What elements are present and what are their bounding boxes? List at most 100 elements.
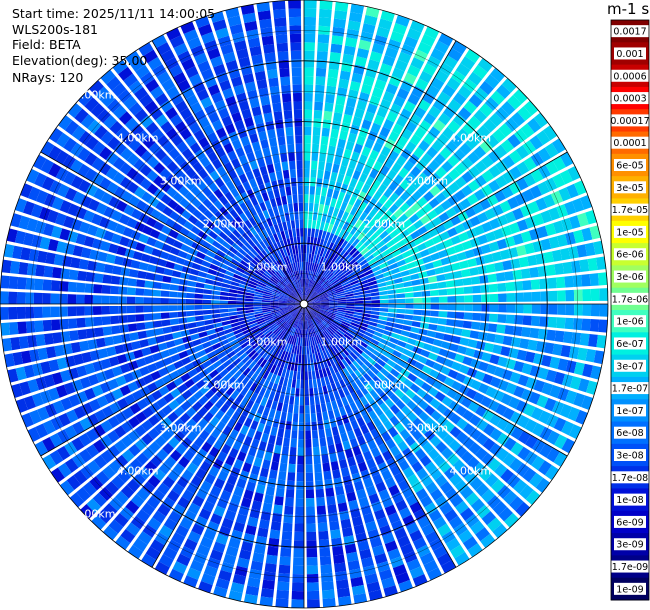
ppi-gate-cell — [272, 206, 280, 216]
ppi-gate-cell — [94, 327, 104, 338]
ppi-gate-cell — [323, 269, 331, 278]
ppi-gate-cell — [277, 51, 289, 61]
ppi-gate-cell — [241, 355, 251, 364]
azimuth-spoke — [151, 303, 305, 568]
ppi-gate-cell — [225, 455, 236, 467]
ppi-gate-cell — [334, 181, 342, 192]
ppi-gate-cell — [546, 447, 560, 463]
ppi-gate-cell — [15, 366, 27, 381]
ppi-gate-cell — [306, 573, 319, 583]
ppi-gate-cell — [485, 231, 497, 243]
ppi-gate-cell — [10, 213, 22, 228]
ppi-gate-cell — [122, 132, 136, 146]
ppi-gate-cell — [170, 93, 184, 106]
ppi-gate-cell — [315, 488, 325, 498]
ppi-gate-cell — [561, 373, 574, 388]
ppi-gate-cell — [240, 135, 251, 147]
ppi-gate-cell — [561, 438, 575, 454]
ppi-gate-cell — [344, 314, 353, 320]
ppi-gate-cell — [413, 304, 423, 309]
ppi-gate-cell — [154, 359, 166, 370]
ppi-gate-cell — [47, 238, 59, 252]
ppi-gate-cell — [409, 529, 423, 543]
ppi-gate-cell — [214, 399, 225, 410]
ppi-gate-cell — [35, 189, 49, 205]
ppi-gate-cell — [328, 263, 336, 271]
ppi-gate-cell — [440, 341, 451, 350]
ppi-gate-cell — [137, 330, 148, 340]
ppi-gate-cell — [413, 219, 424, 230]
ppi-gate-cell — [96, 395, 109, 408]
ppi-gate-cell — [247, 516, 259, 528]
ppi-gate-cell — [134, 424, 147, 437]
ppi-gate-cell — [110, 285, 120, 295]
ppi-gate-cell — [403, 160, 415, 172]
ppi-gate-cell — [52, 332, 63, 344]
ppi-gate-cell — [169, 211, 181, 222]
ppi-gate-cell — [543, 251, 554, 264]
ppi-gate-cell — [471, 130, 485, 144]
ppi-gate-cell — [310, 308, 319, 314]
ppi-gate-cell — [100, 130, 114, 145]
ppi-gate-cell — [228, 308, 237, 312]
ppi-gate-cell — [109, 401, 122, 414]
ppi-gate-cell — [33, 306, 43, 319]
ppi-gate-cell — [335, 381, 342, 391]
ppi-gate-cell — [372, 544, 385, 557]
ppi-gate-cell — [285, 315, 293, 322]
ppi-gate-cell — [189, 122, 201, 135]
ppi-gate-cell — [295, 388, 300, 397]
ppi-gate-cell — [194, 109, 207, 122]
ppi-gate-cell — [411, 481, 424, 493]
ppi-gate-cell — [93, 424, 106, 438]
ppi-gate-cell — [209, 263, 219, 271]
ppi-gate-cell — [327, 311, 337, 316]
ppi-gate-cell — [333, 18, 346, 29]
ppi-gate-cell — [250, 248, 259, 257]
ppi-gate-cell — [211, 240, 222, 249]
ppi-gate-cell — [389, 192, 399, 203]
ppi-gate-cell — [225, 331, 235, 339]
ppi-gate-cell — [532, 240, 543, 253]
ppi-gate-cell — [181, 389, 193, 400]
ppi-gate-cell — [289, 353, 294, 362]
ppi-gate-cell — [327, 338, 334, 347]
ppi-gate-cell — [460, 450, 474, 464]
ppi-gate-cell — [263, 314, 273, 320]
ppi-gate-cell — [147, 517, 162, 531]
ppi-gate-cell — [180, 329, 190, 337]
ppi-gate-cell — [458, 465, 472, 479]
ppi-gate-cell — [271, 180, 279, 190]
ppi-gate-cell — [295, 506, 304, 516]
ppi-gate-cell — [306, 311, 311, 321]
ppi-gate-cell — [219, 135, 231, 146]
ppi-gate-cell — [304, 320, 306, 330]
ppi-gate-cell — [400, 148, 412, 160]
ppi-gate-cell — [247, 577, 261, 588]
ppi-gate-cell — [50, 293, 60, 304]
ppi-gate-cell — [174, 154, 186, 166]
ppi-gate-cell — [263, 389, 271, 399]
ppi-gate-cell — [353, 593, 368, 604]
ppi-gate-cell — [212, 360, 223, 369]
ppi-gate-cell — [570, 260, 581, 273]
ppi-gate-cell — [364, 392, 374, 403]
ppi-gate-cell — [271, 309, 280, 313]
ppi-gate-cell — [417, 355, 428, 365]
ppi-gate-cell — [200, 68, 214, 81]
ppi-gate-cell — [274, 272, 282, 281]
ppi-gate-cell — [318, 17, 332, 27]
ppi-gate-cell — [235, 146, 245, 158]
ppi-gate-cell — [145, 216, 157, 228]
ppi-gate-cell — [292, 291, 299, 299]
ppi-gate-cell — [200, 536, 214, 549]
ppi-gate-cell — [250, 372, 259, 382]
ppi-gate-cell — [138, 466, 152, 480]
ppi-gate-cell — [169, 35, 185, 49]
ppi-gate-cell — [319, 294, 329, 299]
ppi-gate-cell — [438, 348, 449, 357]
ppi-gate-cell — [186, 430, 198, 442]
ppi-gate-cell — [489, 413, 502, 427]
ppi-gate-cell — [381, 431, 392, 443]
